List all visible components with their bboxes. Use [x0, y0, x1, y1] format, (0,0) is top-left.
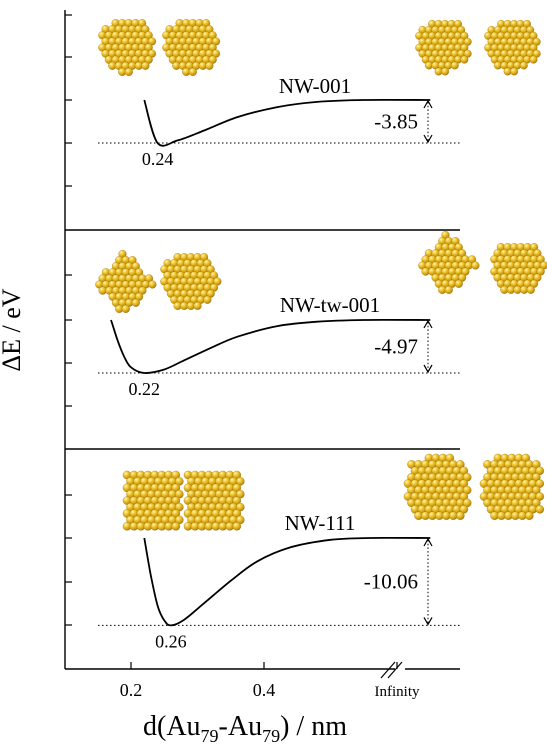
minimum-distance-label: 0.26: [155, 631, 187, 651]
nanoparticle-nw-111-left-pair: [183, 470, 245, 531]
energy-difference-label: -10.06: [364, 570, 418, 594]
nanoparticle-nw-tw-001-right: [418, 230, 480, 294]
series-name-label: NW-tw-001: [280, 293, 380, 317]
arrow-head-up: [423, 99, 433, 109]
gold-atom: [444, 285, 453, 294]
gold-atom: [510, 67, 519, 76]
axis-break-mark: [380, 661, 403, 679]
gold-atom: [457, 25, 466, 34]
gold-atom: [529, 55, 538, 64]
arrow-head-down: [423, 617, 433, 626]
gold-atom: [462, 485, 472, 495]
panel-nw-111: -10.06 NW-111 0.26: [98, 511, 460, 651]
y-axis-ticks: [65, 14, 72, 626]
energy-curve: [143, 536, 431, 627]
gold-atom: [124, 67, 133, 76]
gold-atom: [456, 511, 465, 520]
x-tick-label: 0.2: [120, 680, 143, 700]
gold-atom: [462, 498, 472, 508]
gold-atom: [121, 304, 130, 313]
series-name-label: NW-001: [279, 74, 351, 98]
nanoparticle-nw-tw-001-left: [95, 249, 157, 313]
nanoparticle-nw-111-left: [122, 470, 184, 531]
minimum-distance-label: 0.22: [129, 379, 161, 399]
panels: -3.85 NW-001 0.24 -4.97 NW-tw-001 0.22 -10.06 N…: [98, 74, 460, 651]
gold-atom: [450, 61, 459, 70]
gold-atom: [232, 522, 242, 531]
nanoparticle-nw-001-left-pair: [162, 19, 221, 76]
gold-atom: [203, 295, 212, 304]
gold-atom: [525, 511, 534, 520]
gold-atom: [171, 522, 181, 531]
panel-nw-tw-001: -4.97 NW-tw-001 0.22: [98, 293, 460, 399]
gold-atom: [205, 61, 214, 70]
panel-nw-001: -3.85 NW-001 0.24: [98, 74, 460, 169]
gold-atom: [193, 301, 202, 310]
plot-frame: [64, 10, 460, 670]
nanoparticle-nw-111-right: [403, 453, 472, 520]
gold-atom: [188, 67, 197, 76]
gold-atom: [519, 61, 528, 70]
nanoparticle-nw-tw-001-left-pair: [160, 253, 222, 310]
gold-atom: [131, 298, 140, 307]
energy-curve: [143, 98, 431, 147]
x-tick-label: 0.4: [253, 680, 276, 700]
gold-atom: [454, 279, 463, 288]
gold-atom: [460, 55, 469, 64]
gold-atom: [526, 285, 535, 294]
gold-atom: [141, 61, 150, 70]
gold-atom: [535, 505, 545, 514]
nanoparticle-nw-001-right-pair: [484, 19, 541, 76]
nanoparticle-illustrations: [95, 19, 547, 531]
arrow-head-down: [423, 134, 433, 144]
energy-difference-label: -4.97: [374, 334, 418, 358]
nanoparticle-nw-001-right: [415, 19, 472, 76]
gold-atom: [441, 67, 450, 76]
series-name-label: NW-111: [285, 511, 356, 535]
arrow-head-down: [423, 364, 433, 374]
nanoparticle-nw-001-left: [98, 19, 157, 76]
energy-difference-label: -3.85: [374, 110, 418, 134]
energy-curve: [110, 318, 431, 374]
gold-atom: [532, 37, 541, 46]
gold-atom: [532, 49, 541, 58]
arrow-head-up: [423, 537, 433, 547]
x-axis-ticks: 0.2 0.4 Infinity: [120, 662, 420, 700]
nanoparticle-nw-tw-001-right-pair: [490, 243, 547, 294]
x-axis-label: d(Au79-Au79) / nm: [143, 711, 347, 746]
gold-atom: [462, 472, 472, 482]
arrow-head-up: [423, 319, 433, 329]
minimum-distance-label: 0.24: [142, 149, 174, 169]
x-tick-label: Infinity: [375, 684, 420, 700]
y-axis-label: ΔE / eV: [0, 288, 26, 371]
gold-atom: [471, 261, 480, 270]
nanoparticle-nw-111-right-pair: [479, 453, 545, 520]
gold-atom: [148, 280, 157, 289]
